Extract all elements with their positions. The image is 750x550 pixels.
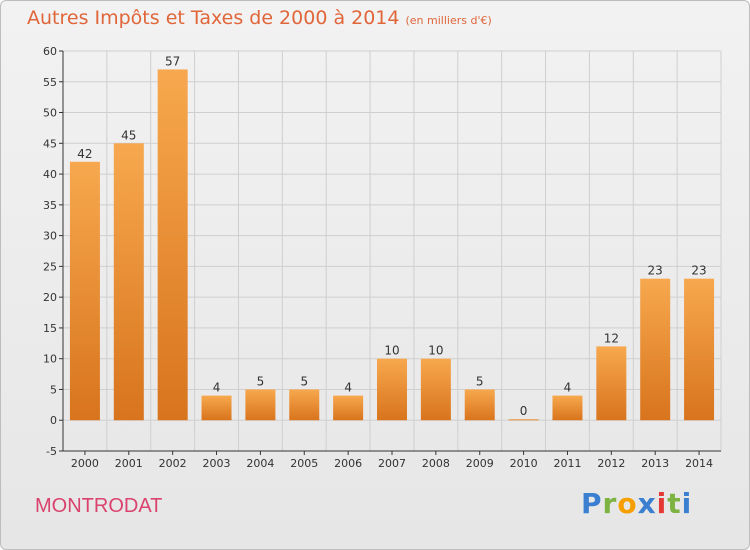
bar-2004[interactable] — [245, 389, 276, 421]
bar-2009[interactable] — [464, 389, 495, 421]
bar-2011[interactable] — [552, 395, 583, 421]
x-tick-label: 2005 — [290, 457, 318, 470]
bar-value-label: 57 — [165, 54, 180, 68]
bar-value-label: 23 — [648, 264, 663, 278]
y-tick-label: 10 — [43, 353, 57, 366]
y-tick-label: 5 — [50, 383, 57, 396]
y-tick-label: -5 — [46, 445, 57, 458]
chart-title-text: Autres Impôts et Taxes de 2000 à 2014 — [27, 7, 400, 29]
y-tick-label: 20 — [43, 291, 57, 304]
bar-value-label: 5 — [300, 374, 308, 388]
x-tick-label: 2013 — [641, 457, 669, 470]
logo-letter: t — [667, 487, 682, 520]
bar-2002[interactable] — [157, 69, 188, 421]
bar-2000[interactable] — [69, 161, 100, 421]
logo-letter: P — [581, 487, 603, 520]
x-tick-label: 2000 — [71, 457, 99, 470]
bar-value-label: 42 — [77, 147, 92, 161]
bar-value-label: 10 — [384, 344, 399, 358]
logo-letter: o — [617, 487, 638, 520]
bar-value-label: 12 — [604, 331, 619, 345]
bar-value-label: 4 — [213, 381, 221, 395]
bar-value-label: 23 — [691, 264, 706, 278]
y-tick-label: 15 — [43, 322, 57, 335]
proxiti-logo[interactable]: Proxiti — [581, 487, 692, 520]
city-name: MONTRODAT — [35, 495, 163, 517]
y-tick-label: 50 — [43, 107, 57, 120]
logo-letter: r — [602, 487, 618, 520]
x-tick-label: 2006 — [334, 457, 362, 470]
x-tick-label: 2004 — [246, 457, 274, 470]
bar-2012[interactable] — [596, 346, 627, 421]
bar-2008[interactable] — [420, 358, 451, 421]
x-tick-label: 2014 — [685, 457, 713, 470]
x-tick-label: 2002 — [159, 457, 187, 470]
y-tick-label: 30 — [43, 230, 57, 243]
bar-value-label: 45 — [121, 128, 136, 142]
bar-2010[interactable] — [508, 419, 539, 421]
x-tick-label: 2010 — [510, 457, 538, 470]
x-tick-label: 2001 — [115, 457, 143, 470]
bar-value-label: 4 — [564, 381, 572, 395]
x-tick-label: 2012 — [597, 457, 625, 470]
bar-value-label: 5 — [257, 374, 265, 388]
logo-letter: i — [656, 487, 668, 520]
logo-letter: i — [681, 487, 693, 520]
y-tick-label: 25 — [43, 260, 57, 273]
y-tick-label: 45 — [43, 137, 57, 150]
x-tick-label: 2011 — [553, 457, 581, 470]
x-tick-label: 2007 — [378, 457, 406, 470]
x-tick-label: 2003 — [203, 457, 231, 470]
y-tick-label: 40 — [43, 168, 57, 181]
bar-value-label: 4 — [344, 381, 352, 395]
bar-2005[interactable] — [289, 389, 320, 421]
bar-2006[interactable] — [333, 395, 364, 421]
chart-title: Autres Impôts et Taxes de 2000 à 2014 (en… — [27, 7, 492, 29]
bar-2013[interactable] — [640, 278, 671, 421]
bar-2014[interactable] — [684, 278, 715, 421]
bar-value-label: 0 — [520, 404, 528, 418]
y-tick-label: 35 — [43, 199, 57, 212]
bar-value-label: 5 — [476, 374, 484, 388]
bar-2003[interactable] — [201, 395, 232, 421]
bar-value-label: 10 — [428, 344, 443, 358]
y-tick-label: 0 — [50, 414, 57, 427]
y-tick-label: 55 — [43, 76, 57, 89]
x-tick-label: 2009 — [466, 457, 494, 470]
x-tick-label: 2008 — [422, 457, 450, 470]
bar-2007[interactable] — [377, 358, 407, 421]
logo-letter: x — [637, 487, 657, 520]
bars — [69, 69, 715, 421]
chart-unit: (en milliers d'€) — [405, 14, 492, 27]
bar-2001[interactable] — [113, 143, 144, 421]
y-tick-label: 60 — [43, 45, 57, 58]
